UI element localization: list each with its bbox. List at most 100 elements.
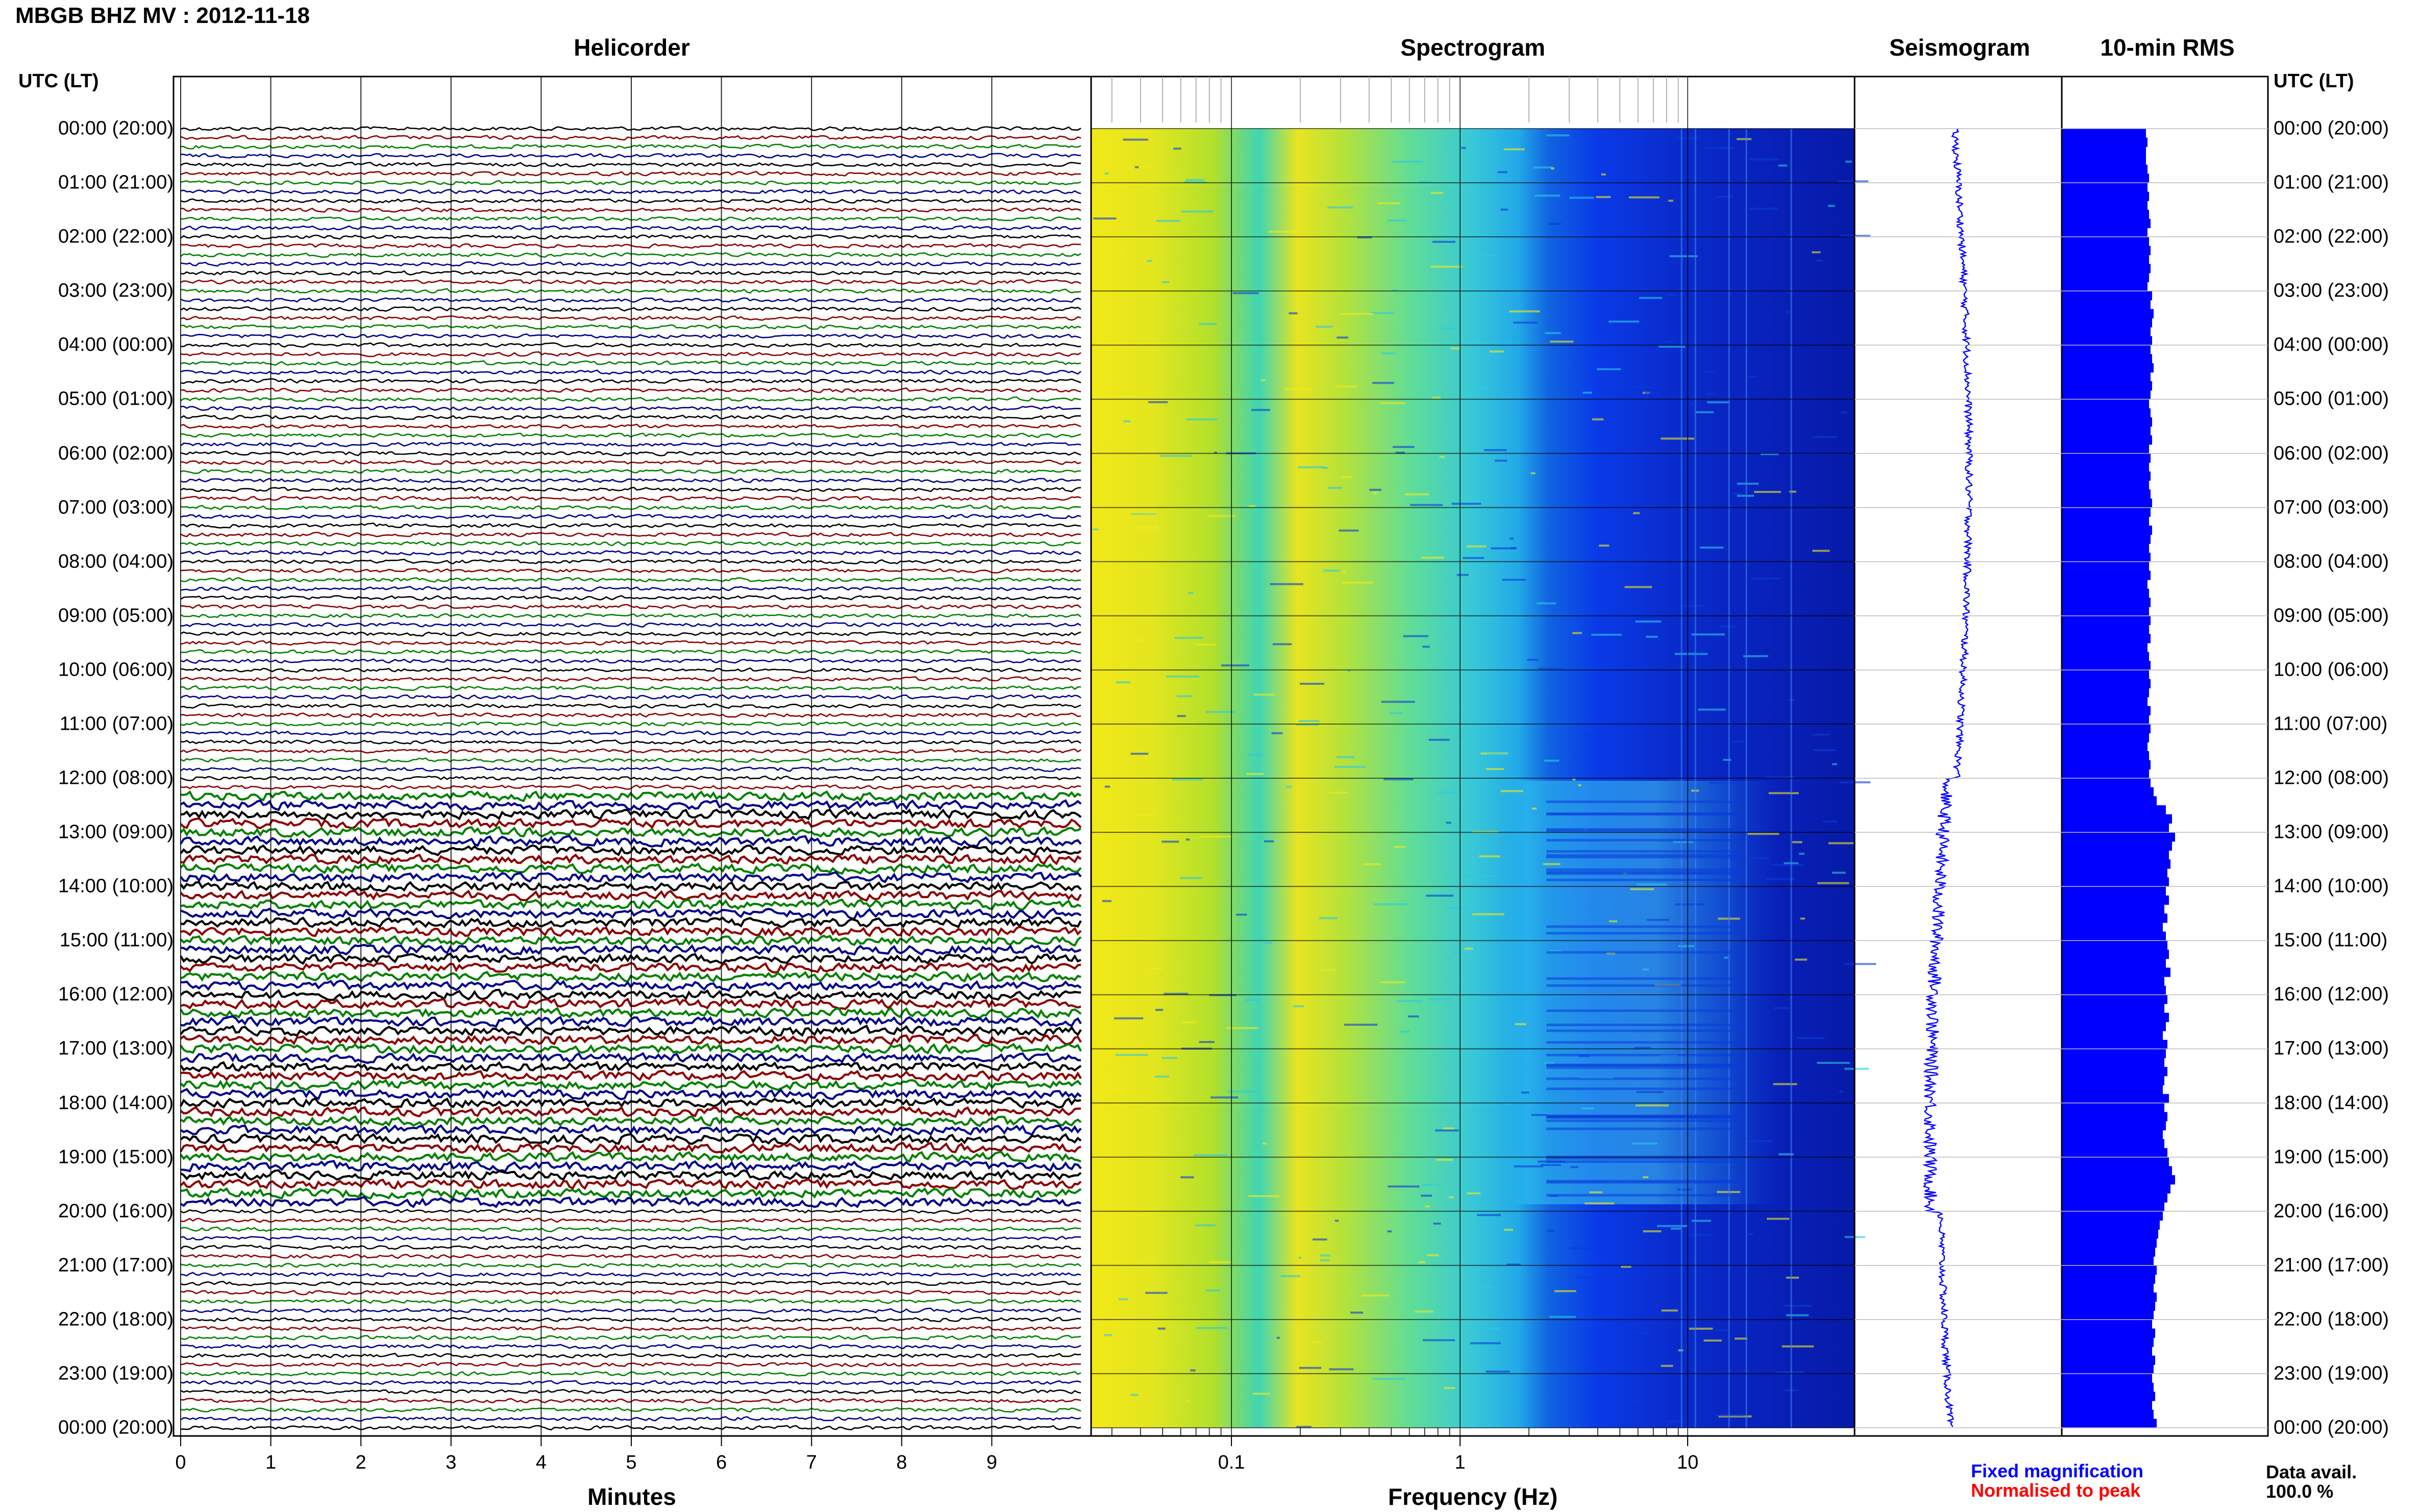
minute-tick-label: 4 [536,1452,547,1473]
spectrogram-streak [1195,643,1216,646]
spectrogram-streak [1403,635,1428,637]
spectrogram-streak [1546,1063,1740,1067]
rms-bar [2062,1328,2155,1338]
time-label-right: 03:00 (23:00) [2274,280,2389,302]
spectrogram-streak [1221,664,1249,666]
spectrogram-streak [1446,822,1451,824]
spectrogram-streak [1435,1129,1459,1132]
spectrogram-streak [1839,1090,1843,1093]
spectrogram-streak [1549,1316,1576,1318]
spectrogram-streak [1428,738,1450,741]
spectrogram-streak [1361,1294,1389,1297]
spectrogram-streak [1471,1286,1493,1288]
seismogram-frame [1854,76,2063,1437]
spectrogram-streak [1715,1329,1727,1331]
rms-bar [2062,1012,2169,1022]
spectrogram-streak [1248,1195,1279,1197]
spectrogram-streak [1293,1005,1304,1007]
spectrogram-streak [1369,488,1381,491]
spectrogram-streak [1261,379,1266,382]
spectrogram-streak [1450,347,1461,350]
rms-bar [2062,1337,2154,1347]
spectrogram-streak [1106,1089,1122,1092]
spectrogram-streak [1507,1263,1521,1266]
spectrogram-streak [1227,1090,1256,1093]
spectrogram-streak [1546,856,1740,859]
spectrogram-streak [1747,833,1780,835]
spectrogram-streak [1796,1037,1824,1039]
spectrogram-streak [1718,1415,1752,1418]
spectrogram-streak [1093,528,1098,531]
spectrogram-streak [1104,785,1110,788]
spectrogram-streak [1467,1192,1480,1195]
spectrogram-streak [1691,1220,1711,1222]
spectrogram-streak [1130,753,1148,755]
spectrogram-streak [1461,146,1466,149]
spectrogram-streak [1813,749,1837,752]
rms-bar [2062,444,2149,454]
spectrogram-streak [1569,196,1594,199]
time-label-left: 11:00 (07:00) [59,713,174,735]
spectrogram-streak [1546,1115,1740,1118]
spectrogram-streak [1092,186,1115,189]
rms-bar [2062,191,2149,202]
spectrogram-streak [1546,829,1740,832]
spectrogram-streak [1337,756,1355,758]
spectrogram-streak [1466,339,1470,341]
spectrogram-streak [1734,492,1742,495]
spectrogram-streak [1298,720,1320,722]
spectrogram-streak [1369,312,1395,314]
spectrogram-streak [1323,569,1340,572]
spectrogram-streak [1185,1400,1190,1402]
time-label-right: 11:00 (07:00) [2274,713,2388,735]
spectrogram-streak [1156,219,1180,222]
spectrogram-streak [1320,1259,1329,1261]
time-label-left: 13:00 (09:00) [58,821,174,843]
spectrogram-streak [1695,411,1714,413]
spectrogram-streak [1832,872,1846,874]
spectrogram-streak [1634,1047,1651,1049]
minute-tick-label: 0 [175,1452,186,1473]
spectrogram-streak [1093,217,1117,220]
spectrogram-streak [1157,1327,1166,1330]
spectrogram-streak [1642,968,1649,971]
spectrogram-streak [1340,313,1374,315]
spectrogram-streak [1436,1158,1453,1161]
spectrogram-streak [1399,1030,1410,1033]
spectrogram-streak [1296,724,1319,726]
rms-bar [2062,1193,2167,1203]
spectrogram-streak [1768,792,1799,795]
spectrogram-streak [1438,327,1455,330]
rms-bar [2062,1319,2152,1329]
rms-bar [2062,823,2169,833]
spectrogram-streak [1546,800,1740,803]
spectrogram-streak [1531,1114,1547,1116]
rms-bar [2062,679,2151,688]
spectrogram-streak [1570,1166,1578,1169]
legend-normalised-to-peak: Normalised to peak [1971,1480,2141,1501]
rms-bar [2062,598,2151,607]
spectrogram-streak [1491,547,1517,550]
spectrogram-tremor-band [1505,781,1781,1204]
spectrogram-streak [1097,252,1126,255]
rms-bar [2062,480,2149,490]
helicorder-title: Helicorder [574,34,690,61]
spectrogram-streak [1174,636,1203,639]
rms-bar [2062,1031,2163,1040]
rms-bar [2062,525,2152,535]
spectrogram-streak [1673,840,1693,843]
rms-bar [2062,426,2151,436]
rms-bar [2062,1130,2163,1139]
spectrogram-streak [1464,948,1473,950]
spectrogram-streak [1470,1342,1501,1345]
rms-frame [2061,76,2269,1437]
spectrogram-streak [1381,701,1415,703]
rms-bar [2062,904,2164,914]
spectrogram-streak [1504,1229,1513,1231]
spectrogram-streak [1451,503,1482,505]
spectrogram-streak [1495,459,1508,462]
spectrogram-streak [1181,210,1214,213]
spectrogram-streak [1195,1224,1216,1227]
time-label-right: 12:00 (08:00) [2274,767,2389,789]
